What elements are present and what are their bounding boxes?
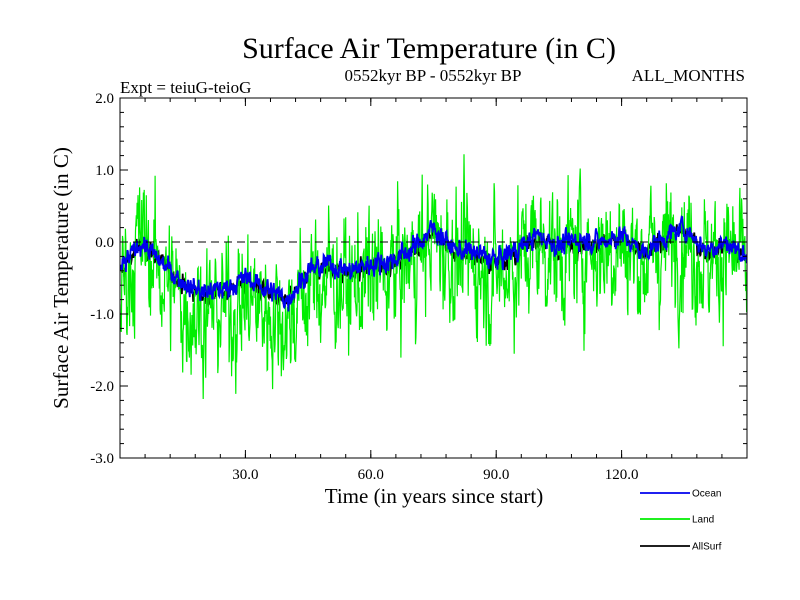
- x-tick-label: 120.0: [605, 467, 639, 483]
- plot-frame: [119, 97, 748, 459]
- x-tick-label: 60.0: [358, 467, 384, 483]
- y-tick-label: 2.0: [95, 91, 114, 107]
- legend: Ocean Land AllSurf: [640, 489, 722, 553]
- series-line-ocean: [120, 214, 747, 312]
- months-label: ALL_MONTHS: [632, 66, 745, 85]
- x-axis-label: Time (in years since start): [325, 484, 544, 508]
- plot-area: [120, 154, 747, 400]
- chart-title: Surface Air Temperature (in C): [242, 32, 616, 65]
- y-tick-label: -3.0: [90, 451, 114, 467]
- y-tick-label: 1.0: [95, 163, 114, 179]
- y-axis-label: Surface Air Temperature (in C): [49, 147, 73, 409]
- period-label: 0552kyr BP - 0552kyr BP: [345, 66, 522, 85]
- legend-label-ocean: Ocean: [692, 489, 721, 500]
- experiment-label: Expt = teiuG-teioG: [120, 78, 251, 97]
- legend-label-land: Land: [692, 515, 714, 526]
- y-tick-label: 0.0: [95, 235, 114, 251]
- legend-label-allsurf: AllSurf: [692, 542, 722, 553]
- y-tick-label: -2.0: [90, 379, 114, 395]
- x-tick-label: 90.0: [483, 467, 509, 483]
- series-line-land: [120, 154, 747, 400]
- axes: -3.0 -2.0 -1.0 0.0 1.0 2.0 30.0 60.0 90.0 120.0: [90, 91, 748, 483]
- x-tick-label: 30.0: [232, 467, 258, 483]
- y-tick-label: -1.0: [90, 307, 114, 323]
